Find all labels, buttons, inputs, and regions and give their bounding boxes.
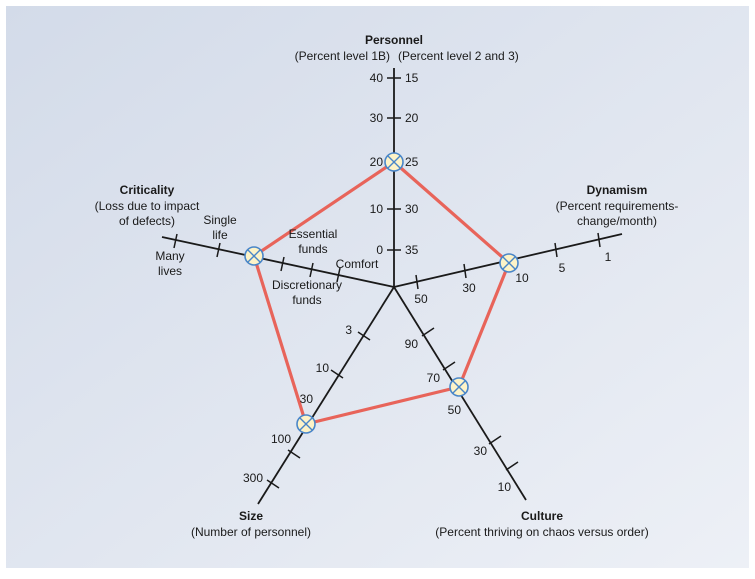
personnel-left-tick-label: 0 (376, 243, 383, 257)
culture-title: Culture (521, 509, 563, 523)
culture-tick-label: 30 (474, 444, 488, 458)
criticality-tick-many-2: lives (158, 264, 182, 278)
criticality-tick (173, 233, 178, 249)
criticality-tick-essential-2: funds (298, 242, 327, 256)
personnel-left-tick-label: 30 (370, 111, 384, 125)
personnel-right-tick-label: 15 (405, 71, 419, 85)
dynamism-subtitle-1: (Percent requirements- (556, 199, 679, 213)
marker-size (296, 414, 316, 434)
size-title: Size (239, 509, 263, 523)
criticality-tick (280, 256, 285, 272)
axis-ticks (173, 77, 601, 489)
culture-subtitle: (Percent thriving on chaos versus order) (435, 525, 648, 539)
dynamism-title: Dynamism (587, 183, 648, 197)
profile-markers (244, 152, 519, 434)
culture-tick (421, 327, 435, 337)
dynamism-tick-label: 5 (559, 261, 566, 275)
criticality-title: Criticality (120, 183, 175, 197)
marker-culture (449, 377, 469, 397)
culture-tick-label: 10 (498, 480, 512, 494)
criticality-tick (216, 242, 221, 258)
criticality-tick (336, 267, 341, 283)
criticality-subtitle-2: of defects) (119, 214, 175, 228)
dynamism-tick-label: 30 (462, 281, 476, 295)
culture-tick-label: 50 (448, 403, 462, 417)
dynamism-tick (463, 263, 467, 279)
criticality-tick (309, 262, 314, 278)
criticality-tick-discretionary-2: funds (292, 293, 321, 307)
personnel-left-tick-label: 10 (370, 202, 384, 216)
dynamism-tick-label: 50 (414, 292, 428, 306)
size-tick-label: 10 (316, 361, 330, 375)
marker-criticality (244, 246, 264, 266)
size-tick (266, 479, 280, 489)
dynamism-tick (597, 232, 601, 248)
personnel-subtitle-left: (Percent level 1B) (295, 49, 390, 63)
diagram-background (6, 6, 749, 568)
size-tick-label: 300 (243, 471, 263, 485)
personnel-right-tick-label: 30 (405, 202, 419, 216)
personnel-title: Personnel (365, 33, 423, 47)
culture-tick-label: 70 (427, 371, 441, 385)
dynamism-tick (415, 274, 419, 290)
marker-personnel (384, 152, 404, 172)
size-subtitle: (Number of personnel) (191, 525, 311, 539)
criticality-tick-single-1: Single (203, 213, 237, 227)
size-tick (287, 449, 301, 459)
culture-tick (505, 461, 519, 471)
dynamism-tick-label: 1 (605, 250, 612, 264)
personnel-subtitle-right: (Percent level 2 and 3) (398, 49, 519, 63)
culture-tick (442, 361, 456, 371)
dynamism-tick-label: 10 (515, 271, 529, 285)
criticality-axis (161, 236, 395, 288)
dynamism-tick (554, 242, 558, 258)
size-tick (357, 331, 371, 341)
dynamism-subtitle-2: change/month) (577, 214, 657, 228)
culture-tick-label: 90 (405, 337, 419, 351)
personnel-right-tick-label: 35 (405, 243, 419, 257)
personnel-left-tick-label: 20 (370, 155, 384, 169)
marker-dynamism (499, 253, 519, 273)
size-tick (330, 369, 344, 379)
size-tick-label: 3 (345, 323, 352, 337)
criticality-tick-essential-1: Essential (289, 227, 338, 241)
criticality-tick-comfort: Comfort (336, 257, 379, 271)
size-tick-label: 30 (300, 392, 314, 406)
criticality-tick-single-2: life (212, 228, 228, 242)
personnel-left-tick-label: 40 (370, 71, 384, 85)
size-axis (257, 286, 395, 505)
criticality-subtitle-1: (Loss due to impact (95, 199, 200, 213)
personnel-right-tick-label: 25 (405, 155, 419, 169)
culture-tick (488, 435, 502, 445)
project-profile-polygon (252, 160, 511, 426)
personnel-right-tick-label: 20 (405, 111, 419, 125)
size-tick-label: 100 (271, 432, 291, 446)
criticality-tick-discretionary-1: Discretionary (272, 278, 342, 292)
criticality-tick-many-1: Many (155, 249, 184, 263)
